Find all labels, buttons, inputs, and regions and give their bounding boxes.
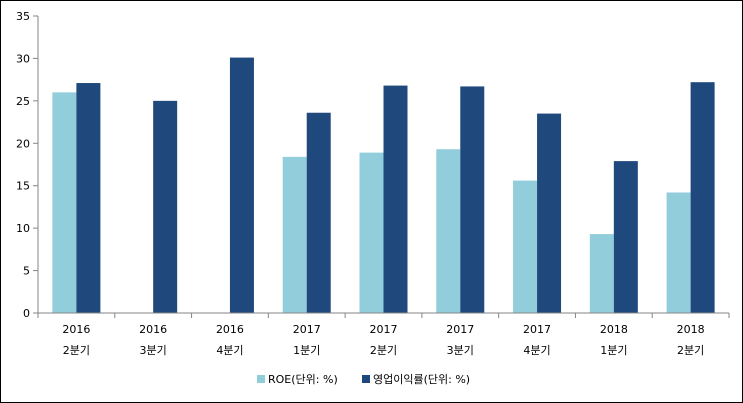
x-tick-label-year: 2017 [293, 323, 321, 336]
x-tick-label-year: 2017 [523, 323, 551, 336]
y-tick-label: 35 [16, 10, 30, 23]
y-axis: 0 5 10 15 20 25 30 35 [16, 10, 39, 320]
bar-operating-margin [383, 85, 408, 313]
legend-swatch-operating-margin [362, 375, 370, 383]
x-tick-label-quarter: 2분기 [370, 344, 397, 357]
y-tick-label: 15 [16, 180, 30, 193]
bar-roe [52, 92, 77, 313]
bar-operating-margin [460, 86, 485, 313]
x-axis: 2016 2분기 2016 3분기 2016 4분기 2017 1분기 2017 2분기 2017 3… [37, 312, 730, 357]
bar-roe [436, 149, 461, 313]
x-tick-label-quarter: 3분기 [140, 344, 167, 357]
x-tick-label-year: 2017 [446, 323, 474, 336]
bar-operating-margin [76, 83, 101, 313]
bar-operating-margin [613, 161, 638, 313]
y-tick-label: 20 [16, 137, 30, 150]
bar-operating-margin [153, 100, 178, 313]
bar-roe [589, 234, 614, 313]
x-tick-label-year: 2018 [600, 323, 628, 336]
x-tick-label-year: 2016 [62, 323, 90, 336]
y-tick-label: 25 [16, 95, 30, 108]
y-tick-label: 0 [23, 307, 30, 320]
bar-roe [666, 192, 691, 313]
legend: ROE(단위: %) 영업이익률(단위: %) [257, 373, 470, 386]
bar-roe [513, 180, 538, 313]
bars [52, 57, 715, 313]
x-tick-label-quarter: 1분기 [600, 344, 627, 357]
y-tick-label: 30 [16, 52, 30, 65]
y-tick-label: 5 [23, 265, 30, 278]
bar-operating-margin [690, 82, 715, 313]
bar-operating-margin [229, 57, 254, 313]
bar-roe [359, 152, 384, 313]
x-tick-label-year: 2017 [370, 323, 398, 336]
legend-label-operating-margin: 영업이익률(단위: %) [373, 373, 470, 386]
x-tick-label-year: 2016 [216, 323, 244, 336]
bar-roe [282, 156, 307, 313]
x-tick-label-quarter: 4분기 [216, 344, 243, 357]
x-tick-label-quarter: 1분기 [293, 344, 320, 357]
bar-operating-margin [537, 113, 562, 313]
x-tick-label-quarter: 2분기 [677, 344, 704, 357]
y-tick-label: 10 [16, 222, 30, 235]
x-tick-label-quarter: 2분기 [63, 344, 90, 357]
legend-label-roe: ROE(단위: %) [268, 373, 338, 386]
x-tick-label-year: 2016 [139, 323, 167, 336]
bar-operating-margin [306, 112, 331, 313]
legend-swatch-roe [257, 375, 265, 383]
x-tick-label-year: 2018 [677, 323, 705, 336]
x-tick-label-quarter: 3분기 [447, 344, 474, 357]
x-tick-label-quarter: 4분기 [523, 344, 550, 357]
